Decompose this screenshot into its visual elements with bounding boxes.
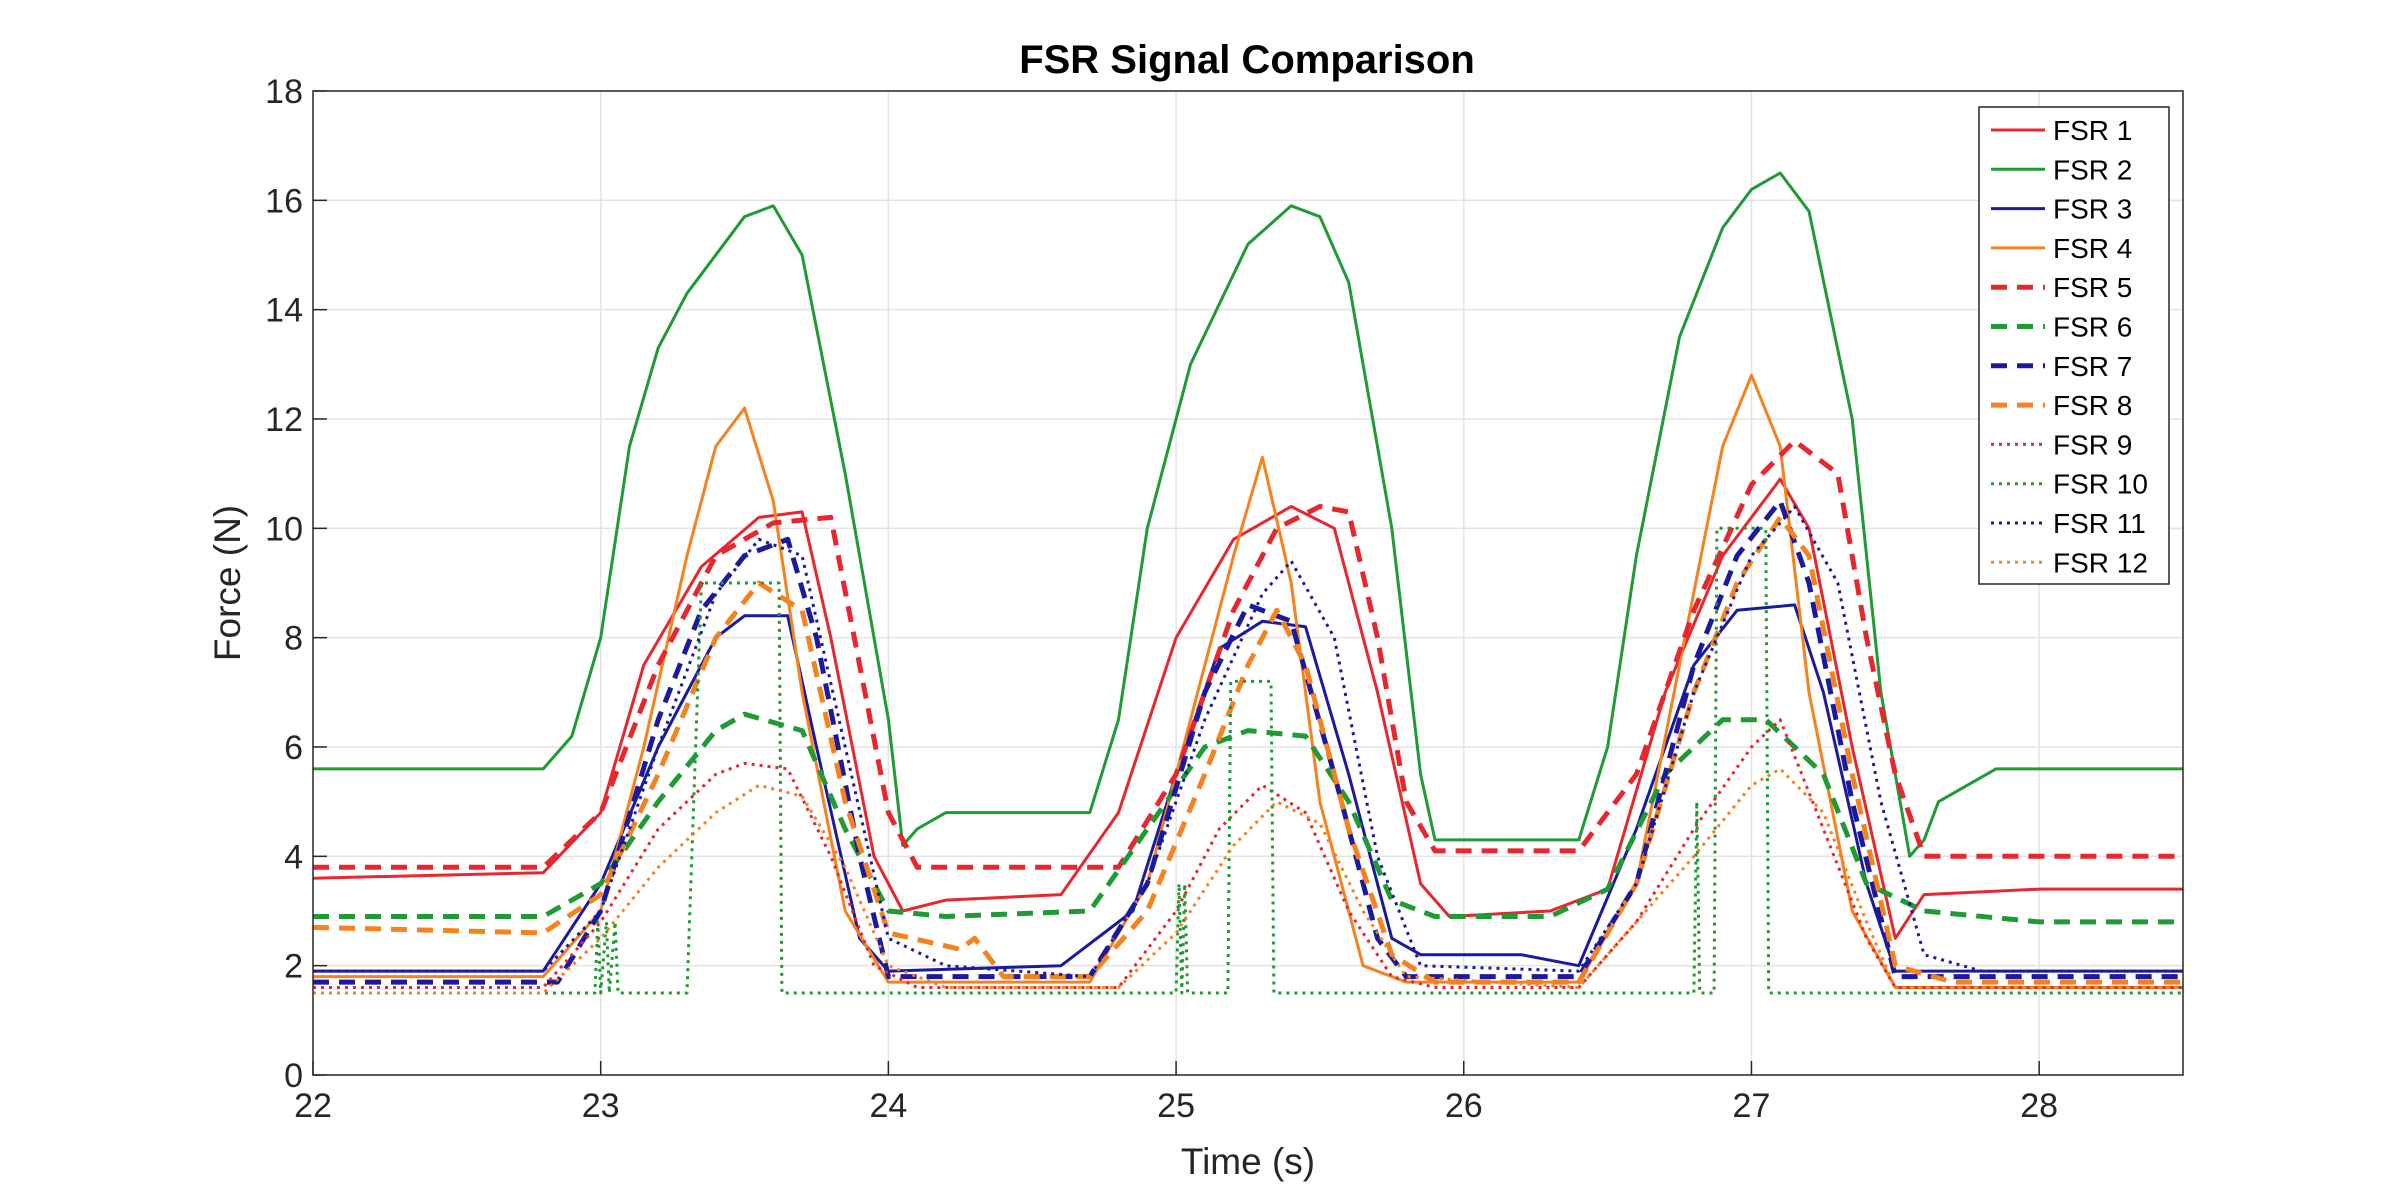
series-layer [312, 171, 2183, 995]
x-tick-label: 25 [1157, 1087, 1195, 1125]
series-line-fsr-5 [313, 438, 2183, 870]
legend-label-fsr-3: FSR 3 [2053, 194, 2132, 225]
y-tick-label: 0 [284, 1057, 303, 1095]
x-tick-label: 27 [1733, 1087, 1771, 1125]
legend-label-fsr-9: FSR 9 [2053, 429, 2132, 460]
y-ticks: 0 2 4 6 8 10 12 14 16 18 [265, 73, 327, 1095]
x-tick-label: 22 [294, 1087, 332, 1125]
series-line-fsr-4 [313, 373, 2183, 989]
legend-label-fsr-6: FSR 6 [2053, 312, 2132, 343]
y-tick-label: 16 [265, 182, 303, 220]
legend-label-fsr-10: FSR 10 [2053, 469, 2148, 500]
legend-label-fsr-12: FSR 12 [2053, 547, 2148, 578]
series-line-fsr-10 [313, 526, 2183, 995]
y-tick-label: 8 [284, 620, 303, 658]
series-line-fsr-1 [312, 477, 2183, 940]
x-ticks: 22 23 24 25 26 27 28 [294, 1061, 2058, 1125]
y-tick-label: 18 [265, 73, 303, 111]
y-tick-label: 12 [265, 401, 303, 439]
legend-label-fsr-5: FSR 5 [2053, 272, 2132, 303]
series-line-fsr-8 [312, 514, 2183, 985]
x-tick-label: 26 [1445, 1087, 1483, 1125]
series-line-fsr-3 [313, 603, 2183, 973]
series-line-fsr-12 [313, 767, 2183, 995]
x-tick-label: 24 [869, 1087, 907, 1125]
y-tick-label: 6 [284, 729, 303, 767]
x-tick-label: 28 [2020, 1087, 2058, 1125]
y-tick-label: 4 [284, 838, 303, 876]
legend-label-fsr-1: FSR 1 [2053, 115, 2132, 146]
y-axis-label: Force (N) [207, 505, 248, 661]
chart-title: FSR Signal Comparison [1019, 38, 1475, 82]
axes-frame [312, 90, 2184, 1076]
y-tick-label: 10 [265, 510, 303, 548]
legend-label-fsr-2: FSR 2 [2053, 154, 2132, 185]
legend-label-fsr-8: FSR 8 [2053, 390, 2132, 421]
series-line-fsr-7 [313, 498, 2183, 985]
legend-label-fsr-11: FSR 11 [2053, 508, 2146, 539]
legend-box [1978, 106, 2170, 585]
y-tick-label: 2 [284, 948, 303, 986]
legend: FSR 1 FSR 2 FSR 3 FSR 4 FSR 5 FSR 6 FSR 7 FSR 8… [1978, 106, 2170, 585]
legend-label-fsr-7: FSR 7 [2053, 351, 2132, 382]
x-axis-label: Time (s) [1181, 1141, 1315, 1182]
series-line-fsr-11 [313, 505, 2183, 979]
series-line-fsr-6 [313, 711, 2183, 925]
legend-label-fsr-4: FSR 4 [2053, 233, 2132, 264]
y-tick-label: 14 [265, 292, 303, 330]
series-line-fsr-2 [313, 171, 2183, 858]
x-tick-label: 23 [582, 1087, 620, 1125]
